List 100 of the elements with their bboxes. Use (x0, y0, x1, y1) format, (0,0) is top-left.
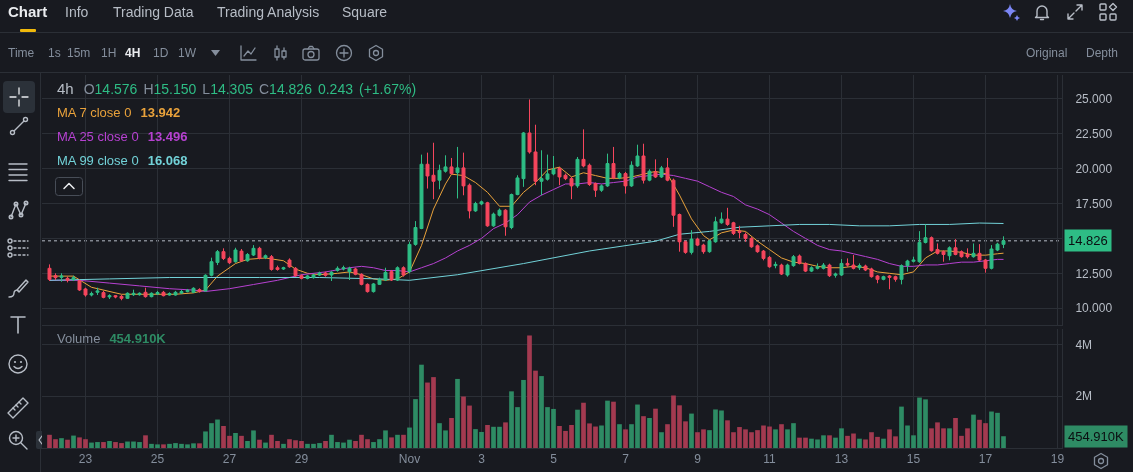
bar (773, 429, 778, 448)
candlestick (647, 168, 652, 182)
candlestick (287, 257, 292, 269)
candlestick (389, 269, 394, 282)
y-tick-label: 22.500 (1075, 126, 1113, 141)
candlestick (233, 247, 238, 264)
candlestick (659, 165, 664, 179)
bar (971, 414, 976, 448)
y-tick-label: 10.000 (1075, 301, 1113, 316)
candlestick (401, 265, 406, 278)
candlestick (623, 171, 628, 195)
candlestick (611, 146, 616, 180)
candlestick (773, 261, 778, 269)
candlestick (257, 246, 262, 260)
y-tick-label: 17.500 (1075, 196, 1113, 211)
x-tick-label: 7 (622, 452, 630, 467)
candlestick (65, 276, 70, 283)
text: 454.910K (1068, 429, 1124, 444)
bar (617, 424, 622, 448)
bar (395, 434, 400, 448)
candlestick (59, 272, 64, 283)
candlestick (641, 143, 646, 185)
x-tick-label: 13 (834, 452, 849, 467)
bar (623, 429, 628, 448)
candlestick (95, 287, 100, 296)
candlestick (329, 270, 334, 282)
x-tick-label: 19 (1050, 452, 1065, 467)
text: 1s (48, 45, 61, 61)
candlestick (71, 275, 76, 282)
text: Info (65, 4, 89, 20)
x-tick-label: 15 (906, 452, 921, 467)
candlestick (455, 146, 460, 199)
candlestick (197, 287, 202, 294)
text: Trading Analysis (217, 4, 320, 20)
bar (647, 417, 652, 448)
bar (143, 435, 148, 448)
candlestick (827, 263, 832, 278)
text: Original (1026, 45, 1068, 61)
bar (389, 437, 394, 448)
x-tick-label: 23 (78, 452, 93, 467)
text: MA 25 close 0 13.496 (57, 129, 188, 144)
candlestick (503, 208, 508, 237)
bar (689, 413, 694, 448)
text: 1H (101, 45, 117, 61)
candlestick (101, 290, 106, 299)
bar (503, 422, 508, 448)
bar (161, 444, 166, 448)
bar (107, 441, 112, 448)
text: Square (342, 4, 388, 20)
candlestick (653, 158, 658, 179)
bar (71, 435, 76, 448)
candlestick (881, 275, 886, 281)
bar (449, 417, 454, 448)
bar (779, 424, 784, 448)
candlestick (449, 157, 454, 176)
text: Trading Data (113, 4, 194, 20)
candlestick (281, 266, 286, 271)
candlestick (575, 156, 580, 189)
candlestick (857, 262, 862, 271)
bar (233, 433, 238, 448)
candlestick (89, 291, 94, 297)
text: 15m (67, 45, 91, 61)
text: 4H (125, 45, 141, 61)
candlestick (617, 171, 622, 180)
text: 1D (153, 45, 169, 61)
candlestick (947, 245, 952, 261)
bar (455, 378, 460, 448)
x-tick-label: 11 (763, 452, 777, 467)
x-tick-label: 27 (222, 452, 237, 467)
ref-line-label: 14.826 (1068, 233, 1108, 248)
text: MA 99 close 0 16.068 (57, 153, 188, 168)
bar (59, 438, 64, 448)
y-tick-label: 4M (1075, 337, 1093, 352)
candlestick (485, 201, 490, 228)
candlestick (779, 263, 784, 276)
x-tick-label: 17 (978, 452, 993, 467)
candlestick (263, 253, 268, 260)
candlestick (107, 293, 112, 300)
bar (65, 439, 70, 448)
x-tick-label: 3 (478, 452, 486, 467)
text: Chart (8, 3, 48, 20)
bar (485, 424, 490, 448)
text: Depth (1086, 45, 1119, 61)
bar (323, 441, 328, 448)
candlestick (971, 242, 976, 259)
text: Time (8, 45, 35, 61)
bar (611, 401, 616, 448)
y-tick-label: 12.500 (1075, 266, 1113, 281)
bar (881, 438, 886, 448)
chart-title: 4h (57, 80, 74, 97)
x-tick-label: 29 (294, 452, 309, 467)
bar (857, 438, 862, 448)
y-tick-label: 20.000 (1075, 161, 1113, 176)
bar (257, 439, 262, 448)
x-tick-label: 25 (150, 452, 165, 467)
x-tick-label: Nov (398, 452, 421, 467)
bar (239, 435, 244, 448)
y-tick-label: 25.000 (1075, 91, 1113, 106)
candlestick (395, 265, 400, 282)
text: O14.576 H15.150 L14.305 C14.826 0.243 (+1.67%) (83, 81, 417, 97)
